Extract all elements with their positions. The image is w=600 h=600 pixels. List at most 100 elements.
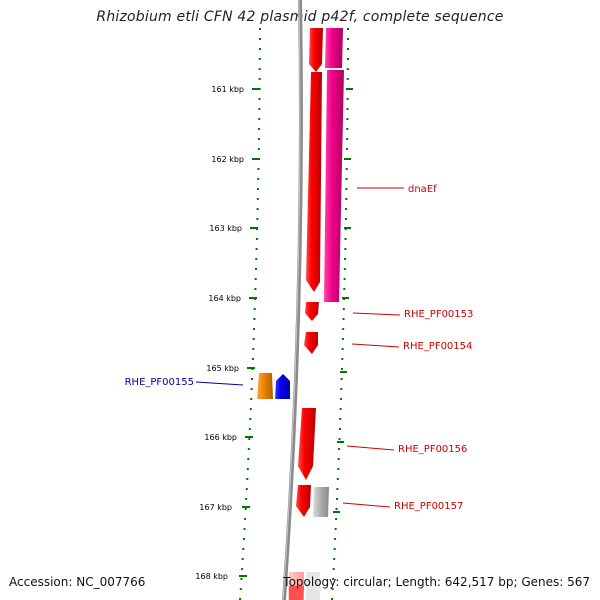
ring-dot (254, 288, 257, 290)
ring-dot (242, 548, 245, 550)
ring-dot (346, 98, 349, 100)
ring-dot (258, 48, 261, 50)
ring-dot (333, 558, 336, 560)
ring-dot (241, 568, 244, 570)
ring-dot (251, 358, 254, 360)
tick-label-166: 166 kbp (204, 433, 237, 442)
ring-dot (257, 188, 259, 190)
ring-dot (242, 538, 245, 540)
ring-dot (343, 268, 346, 270)
ring-dot (250, 388, 253, 390)
ring-dot (258, 108, 261, 110)
ring-dot (333, 548, 336, 550)
ring-dot (346, 118, 349, 120)
ring-dot (255, 248, 258, 250)
ring-dot (344, 218, 347, 220)
leader-line-pf00157 (342, 502, 391, 508)
backbone-highlight (282, 0, 301, 600)
ring-dot (246, 478, 249, 480)
ring-dot (344, 248, 347, 250)
ring-dot (341, 348, 344, 350)
ring-dot (338, 438, 341, 440)
ring-dot (256, 198, 259, 200)
tick-label-161: 161 kbp (211, 85, 244, 94)
ring-dot (258, 78, 261, 80)
ring-dot (338, 428, 341, 430)
gene-label-rhe-pf00154[interactable]: RHE_PF00154 (403, 341, 472, 352)
ring-dot (250, 398, 253, 400)
ring-dot (342, 318, 345, 320)
red-gene-dnaEf (306, 72, 322, 292)
ring-dot (346, 58, 349, 60)
red-gene-pf00157 (296, 485, 311, 517)
ring-dot (346, 68, 349, 70)
ring-dot (340, 398, 342, 400)
ring-dot (331, 598, 334, 600)
ring-dot (255, 268, 257, 270)
ring-dot (341, 338, 344, 340)
gene-label-dnaEf[interactable]: dnaEf (408, 184, 437, 195)
accession-text: Accession: NC_007766 (9, 575, 146, 589)
ring-dot (248, 438, 251, 440)
ring-dot (334, 528, 337, 530)
ring-dot (244, 508, 247, 510)
ring-dot (248, 428, 251, 430)
ring-dot (345, 188, 348, 190)
tick-label-168: 168 kbp (195, 572, 228, 581)
ring-dot (256, 208, 259, 210)
orange-gene (257, 373, 273, 399)
tick-label-162: 162 kbp (211, 155, 244, 164)
ring-dot (246, 468, 249, 470)
ring-dot (257, 178, 260, 180)
light-gray-feature-bottom (306, 572, 320, 600)
red-gene-pf00156 (298, 408, 316, 480)
ring-dot (331, 588, 334, 590)
red-gene-pf00154 (304, 332, 318, 354)
scale-ticks: 161 kbp 162 kbp 163 kbp 164 kbp 165 kbp … (195, 85, 260, 581)
ring-dot (257, 168, 260, 170)
ring-dot (255, 258, 258, 260)
ring-dot (257, 148, 260, 150)
ring-dot (253, 318, 256, 320)
ring-dot (346, 78, 349, 80)
ring-dot (258, 98, 261, 100)
leader-line-pf00153 (352, 312, 401, 316)
ring-dot (245, 498, 248, 500)
ring-dot (347, 28, 349, 30)
ring-dot (340, 388, 343, 390)
ring-dot (341, 368, 343, 370)
pink-feature (324, 70, 344, 302)
outer-dotted-ring-left (239, 28, 261, 600)
red-gene-top (309, 28, 323, 72)
ring-dot (258, 118, 261, 120)
ring-dot (342, 328, 345, 330)
ring-dot (240, 578, 243, 580)
ring-dot (247, 448, 250, 450)
ring-dot (258, 58, 261, 60)
gene-label-rhe-pf00157[interactable]: RHE_PF00157 (394, 501, 463, 512)
ring-dot (343, 278, 346, 280)
ring-dot (339, 418, 342, 420)
ring-dot (332, 568, 335, 570)
ring-dot (259, 28, 261, 30)
ring-dot (346, 148, 348, 150)
ring-dot (344, 258, 346, 260)
gene-label-rhe-pf00153[interactable]: RHE_PF00153 (404, 309, 473, 320)
red-gene-pf00153 (305, 302, 319, 321)
ring-dot (245, 488, 248, 490)
ring-dot (253, 328, 255, 330)
gene-label-rhe-pf00155[interactable]: RHE_PF00155 (125, 377, 194, 388)
pink-feature-top (325, 28, 343, 68)
ring-dot (332, 578, 335, 580)
ring-dot (343, 288, 346, 290)
right-scale-ticks (333, 88, 353, 513)
ring-dot (239, 588, 242, 590)
ring-dot (344, 238, 347, 240)
ring-dot (336, 478, 339, 480)
leader-line-pf00154 (351, 343, 400, 348)
tick-label-165: 165 kbp (206, 364, 239, 373)
ring-dot (252, 338, 255, 340)
tick-label-167: 167 kbp (199, 503, 232, 512)
gene-label-rhe-pf00156[interactable]: RHE_PF00156 (398, 444, 467, 455)
